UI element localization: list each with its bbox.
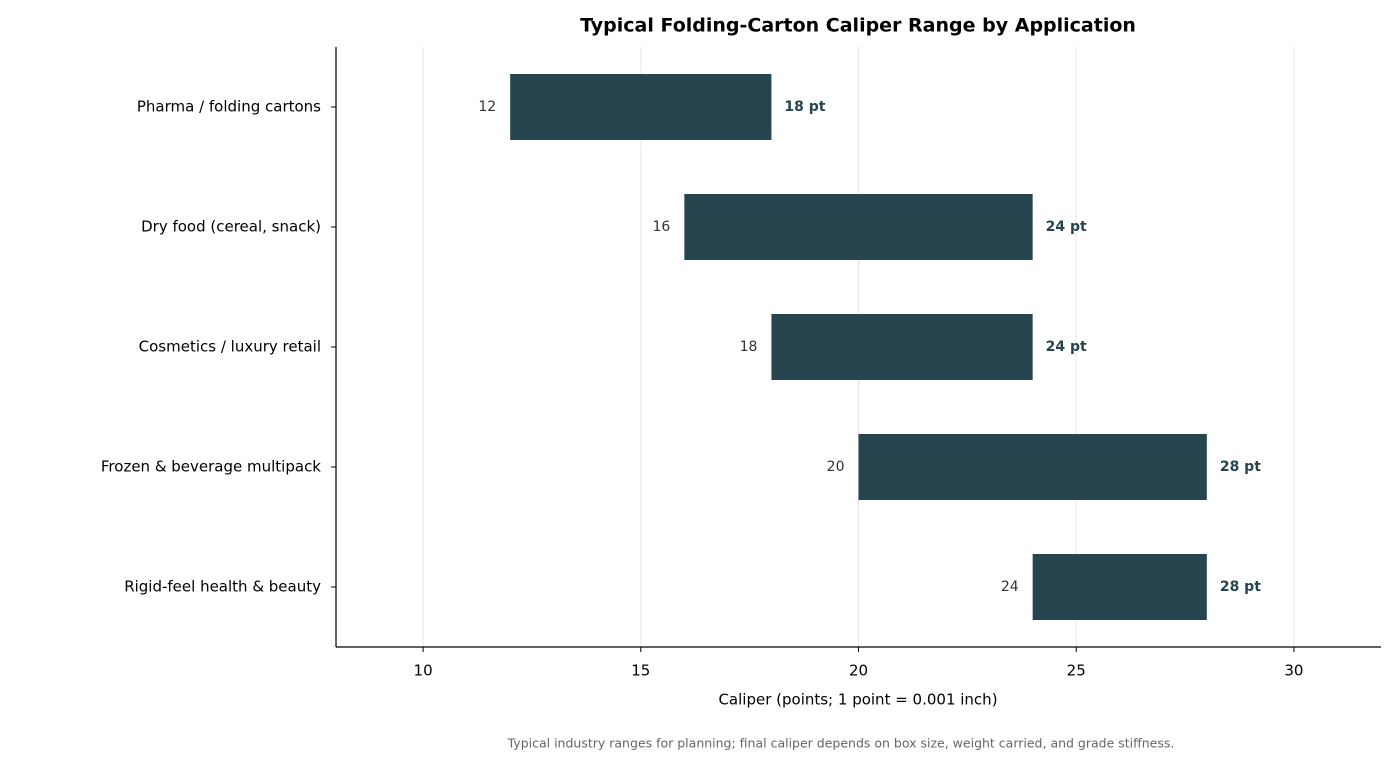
bar (1032, 554, 1207, 620)
x-tick-label: 30 (1284, 662, 1303, 680)
value-label: 28 pt (1220, 579, 1261, 595)
chart-title: Typical Folding-Carton Caliper Range by … (580, 15, 1136, 37)
bar (684, 194, 1033, 260)
x-tick-label: 25 (1067, 662, 1086, 680)
y-tick-label: Dry food (cereal, snack) (141, 218, 321, 236)
footnote: Typical industry ranges for planning; fi… (507, 736, 1175, 751)
y-tick-label: Rigid-feel health & beauty (124, 578, 321, 596)
value-label: 28 pt (1220, 459, 1261, 475)
bar (510, 74, 772, 140)
value-label: 24 pt (1046, 219, 1087, 235)
value-label: 24 pt (1046, 339, 1087, 355)
x-tick-label: 15 (631, 662, 650, 680)
x-axis-label: Caliper (points; 1 point = 0.001 inch) (718, 691, 997, 709)
start-label: 18 (740, 339, 758, 355)
y-tick-label: Pharma / folding cartons (137, 98, 321, 116)
start-label: 16 (653, 219, 671, 235)
x-tick-label: 20 (849, 662, 868, 680)
bar (771, 314, 1033, 380)
start-label: 24 (1001, 579, 1019, 595)
bar (858, 434, 1207, 500)
start-label: 12 (478, 99, 496, 115)
y-tick-label: Frozen & beverage multipack (101, 458, 321, 476)
x-tick-label: 10 (414, 662, 433, 680)
value-label: 18 pt (784, 99, 825, 115)
start-label: 20 (827, 459, 845, 475)
y-tick-label: Cosmetics / luxury retail (139, 338, 321, 356)
